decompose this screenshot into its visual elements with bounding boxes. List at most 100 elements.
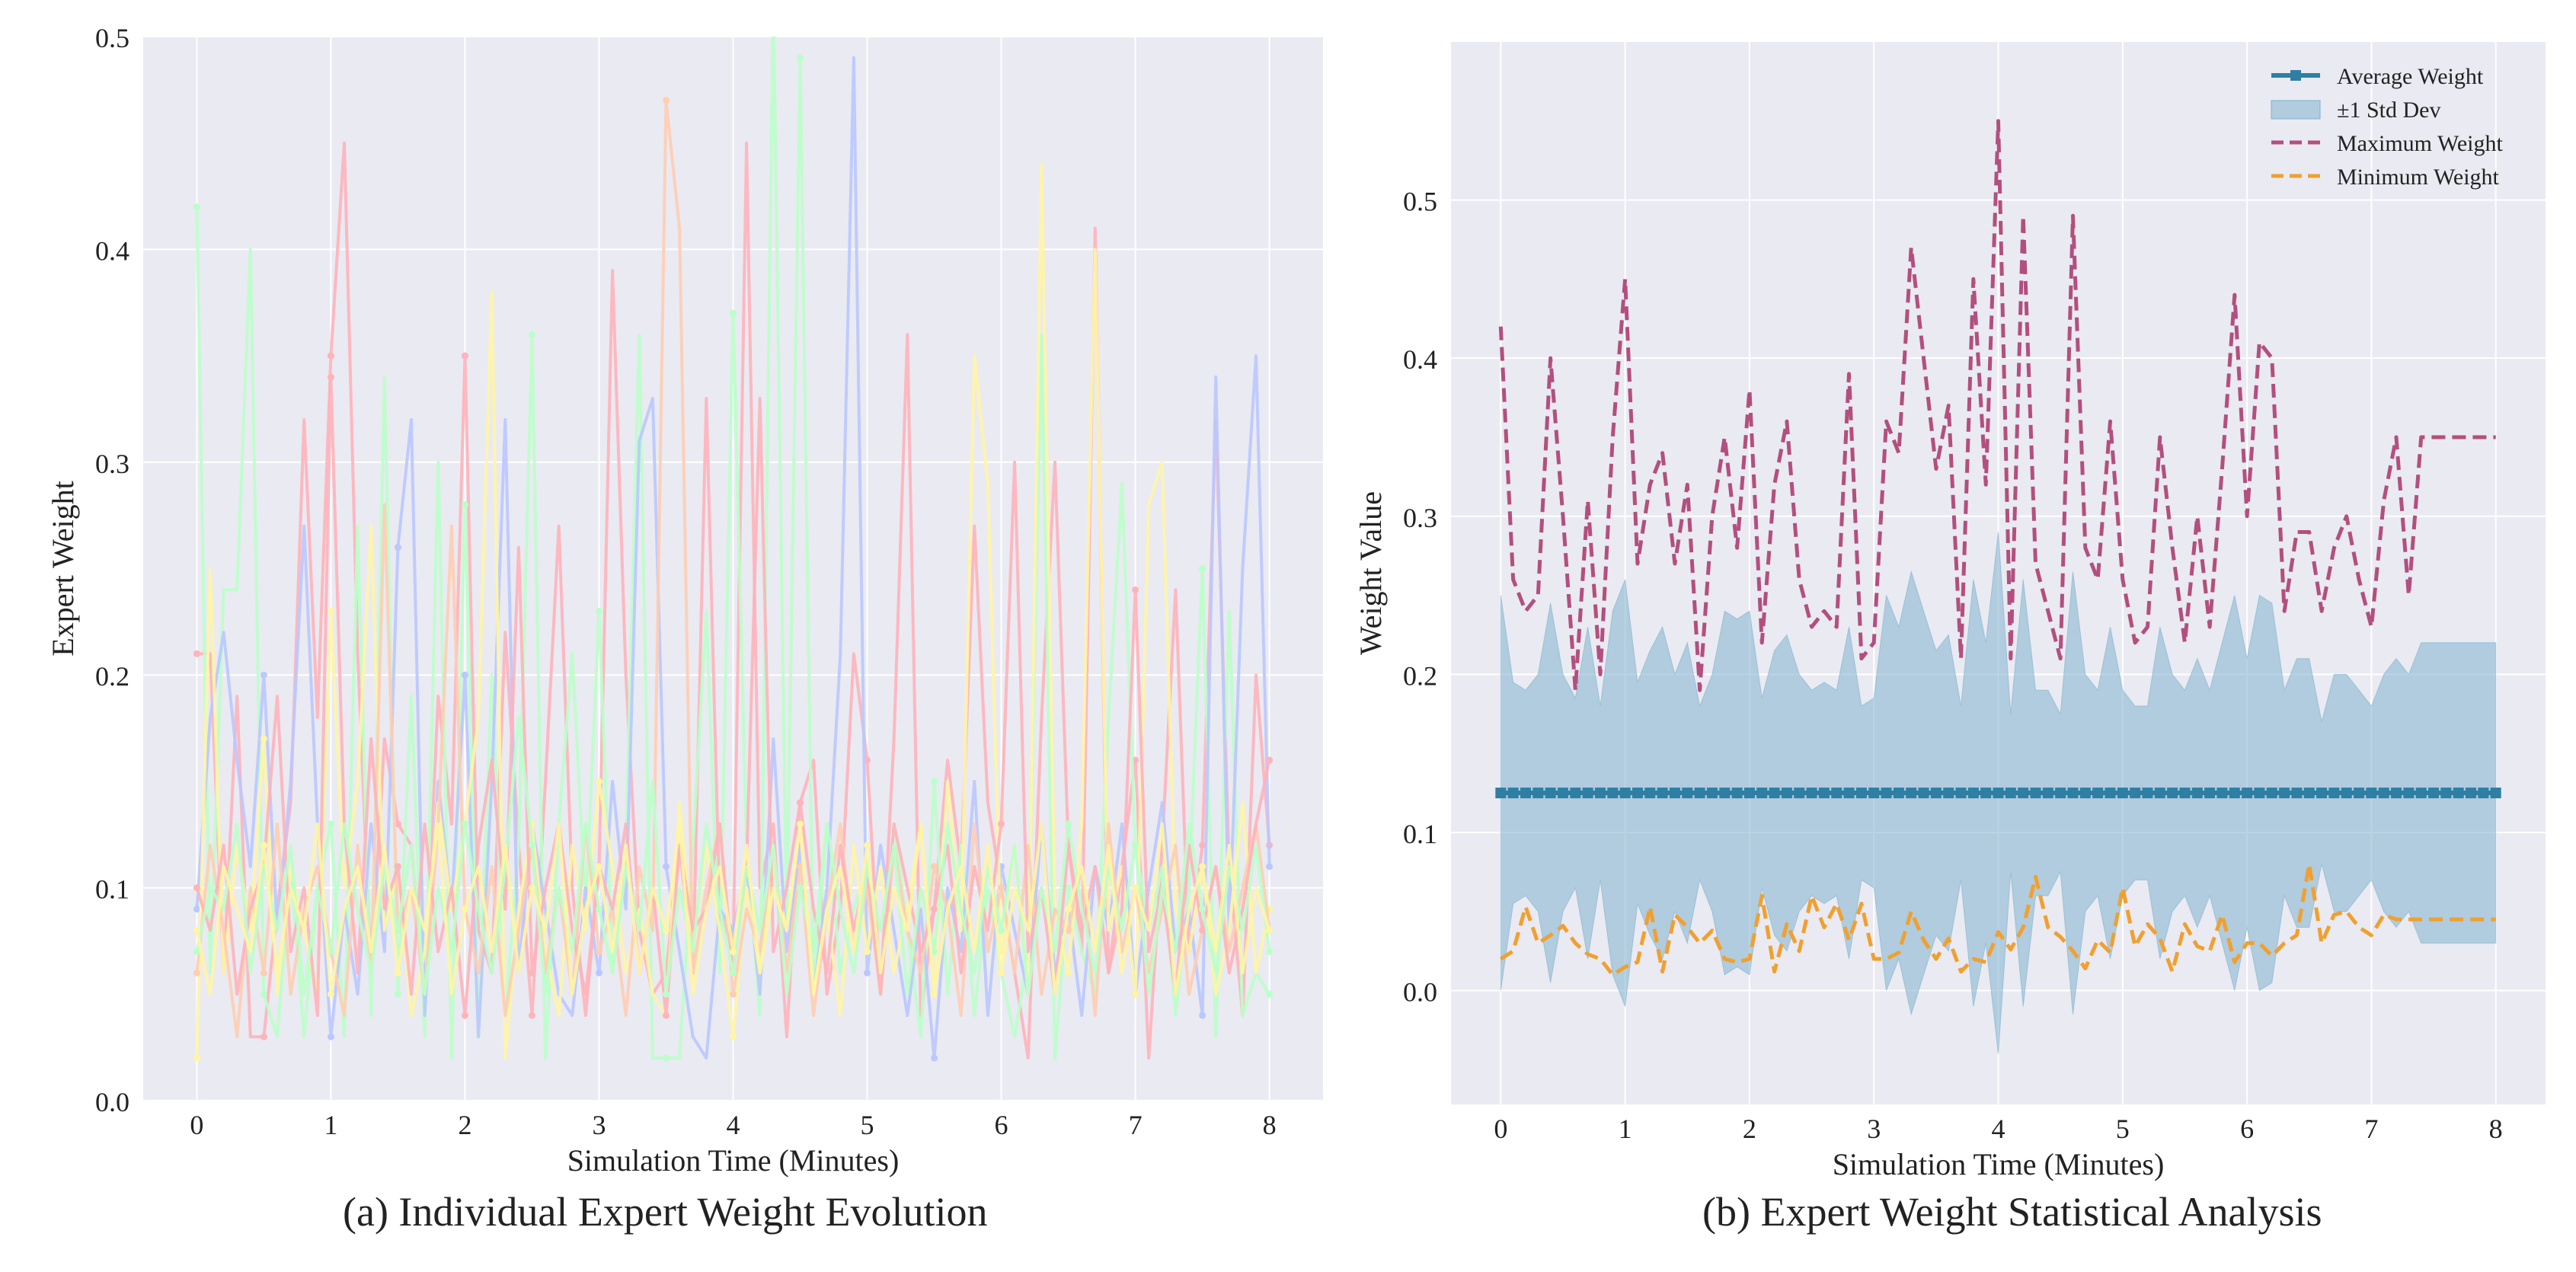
average-weight-marker: [2030, 788, 2041, 799]
average-weight-marker: [2478, 788, 2489, 799]
x-tick-label: 2: [1743, 1114, 1756, 1144]
average-weight-marker: [1669, 788, 1680, 799]
data-point: [1132, 990, 1139, 998]
data-point: [193, 969, 200, 976]
data-point: [461, 1012, 468, 1019]
data-point: [394, 820, 401, 828]
x-tick-label: 6: [995, 1110, 1008, 1140]
data-point: [730, 309, 737, 317]
x-tick-label: 5: [861, 1110, 874, 1140]
plot-marks: [1495, 119, 2501, 1054]
average-weight-marker: [2391, 788, 2402, 799]
data-point: [1266, 863, 1274, 871]
data-point: [193, 203, 200, 211]
x-tick-label: 3: [592, 1110, 606, 1140]
x-tick-label: 1: [324, 1110, 337, 1140]
data-point: [797, 54, 804, 62]
data-point: [864, 969, 871, 976]
average-weight-marker: [1918, 788, 1929, 799]
data-point: [998, 884, 1005, 892]
data-point: [394, 926, 401, 934]
average-weight-marker: [2130, 788, 2141, 799]
y-tick-label: 0.1: [95, 874, 129, 905]
average-weight-marker: [2142, 788, 2153, 799]
data-point: [327, 820, 334, 828]
y-axis-label: Weight Value: [1354, 491, 1388, 655]
data-point: [797, 820, 804, 828]
data-point: [662, 1012, 670, 1019]
average-weight-marker: [1532, 788, 1544, 799]
data-point: [260, 969, 267, 976]
average-weight-marker: [2216, 788, 2228, 799]
x-tick-label: 3: [1867, 1114, 1881, 1144]
data-point: [1199, 926, 1207, 934]
average-weight-marker: [1607, 788, 1619, 799]
data-point: [931, 948, 938, 955]
y-tick-label: 0.4: [1403, 344, 1437, 375]
data-point: [394, 990, 401, 998]
data-point: [1266, 990, 1274, 998]
data-point: [730, 1033, 737, 1040]
y-axis-label: Expert Weight: [46, 481, 80, 656]
average-weight-marker: [2204, 788, 2216, 799]
average-weight-marker: [1906, 788, 1917, 799]
data-point: [797, 884, 804, 892]
average-weight-marker: [2466, 788, 2477, 799]
data-point: [528, 331, 535, 338]
average-weight-marker: [2378, 788, 2389, 799]
data-point: [327, 373, 334, 381]
legend: Average Weight ±1 Std Dev Maximum Weight Mi…: [2271, 64, 2504, 190]
average-weight-marker: [1582, 788, 1593, 799]
average-weight-marker: [2316, 788, 2328, 799]
average-weight-marker: [1520, 788, 1531, 799]
average-weight-marker: [1495, 788, 1507, 799]
average-weight-marker: [1794, 788, 1805, 799]
y-tick-label: 0.0: [95, 1087, 129, 1117]
data-point: [193, 948, 200, 955]
average-weight-marker: [1769, 788, 1780, 799]
data-point: [528, 842, 535, 849]
average-weight-marker: [2092, 788, 2104, 799]
data-point: [461, 820, 468, 828]
data-point: [461, 906, 468, 913]
average-weight-marker: [2328, 788, 2340, 799]
data-point: [1266, 926, 1274, 934]
average-weight-marker: [2415, 788, 2427, 799]
average-weight-marker: [1682, 788, 1693, 799]
average-weight-marker: [1644, 788, 1656, 799]
data-point: [327, 607, 334, 615]
caption-b: (b) Expert Weight Statistical Analysis: [1702, 1189, 2322, 1235]
average-weight-marker: [2154, 788, 2165, 799]
data-point: [931, 863, 938, 871]
average-weight-marker: [1545, 788, 1556, 799]
data-point: [394, 544, 401, 551]
average-weight-marker: [1619, 788, 1631, 799]
average-weight-marker: [1594, 788, 1606, 799]
average-weight-marker: [2055, 788, 2066, 799]
x-axis-label: Simulation Time (Minutes): [567, 1143, 900, 1178]
average-weight-marker: [2042, 788, 2053, 799]
data-point: [1199, 906, 1207, 913]
y-tick-label: 0.1: [1403, 819, 1437, 849]
data-point: [528, 884, 535, 892]
x-tick-label: 4: [727, 1110, 740, 1140]
average-weight-marker: [2179, 788, 2191, 799]
x-tick-label: 1: [1619, 1114, 1632, 1144]
average-weight-marker: [2291, 788, 2303, 799]
average-weight-marker: [2266, 788, 2277, 799]
data-point: [1132, 842, 1139, 849]
average-weight-marker: [2303, 788, 2315, 799]
y-tick-label: 0.3: [95, 449, 129, 479]
average-weight-marker: [1930, 788, 1942, 799]
legend-item-average-weight: Average Weight: [2271, 64, 2484, 89]
data-point: [193, 884, 200, 892]
x-tick-label: 7: [2364, 1114, 2378, 1144]
average-weight-marker: [1632, 788, 1643, 799]
data-point: [193, 926, 200, 934]
legend-swatch: [2271, 100, 2321, 120]
data-point: [260, 1033, 267, 1040]
average-weight-marker: [2018, 788, 2029, 799]
average-weight-marker: [2403, 788, 2415, 799]
average-weight-marker: [1868, 788, 1880, 799]
average-weight-marker: [1955, 788, 1967, 799]
